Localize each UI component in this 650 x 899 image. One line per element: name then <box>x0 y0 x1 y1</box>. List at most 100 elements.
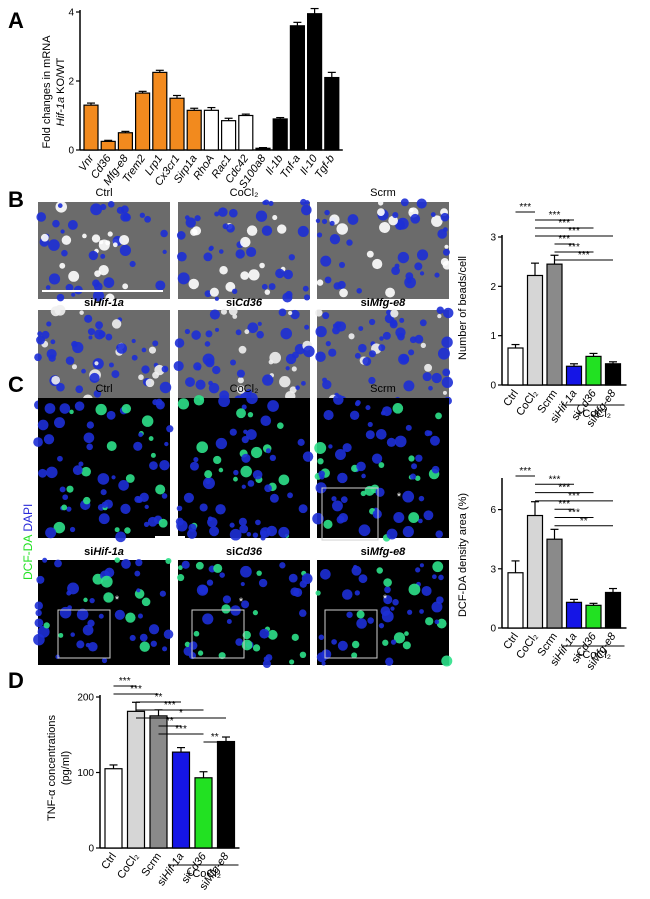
bar-4 <box>585 604 602 629</box>
cell-dot <box>162 646 168 652</box>
cell-dot <box>81 368 86 374</box>
cell-dot <box>165 557 172 564</box>
cell-dot <box>148 346 157 354</box>
cell-dot <box>88 641 98 652</box>
chart-c: 036CtrlCoCl₂ScrmsiHif-1asiCd36siMfg-e8**… <box>490 466 627 672</box>
cell-dot <box>88 250 99 261</box>
cell-dot <box>324 276 332 284</box>
y-tick-label: 2 <box>68 77 74 88</box>
cell-dot <box>198 585 208 595</box>
significance-label: *** <box>558 234 570 245</box>
significance-label: *** <box>119 676 131 687</box>
cell-dot <box>219 266 228 275</box>
cell-dot <box>299 609 307 617</box>
cell-dot <box>346 239 353 246</box>
cell-dot <box>431 215 443 227</box>
cell-dot <box>419 609 424 614</box>
micrograph-b-bottom-1 <box>173 306 315 411</box>
micrograph-c-title-top: Scrm <box>370 383 396 395</box>
cell-dot <box>139 492 149 502</box>
cell-dot <box>48 273 61 285</box>
cell-dot <box>74 401 85 411</box>
cell-dot <box>103 592 114 603</box>
cell-dot <box>441 655 453 667</box>
cell-dot <box>240 236 251 248</box>
cell-dot <box>176 231 186 240</box>
cell-dot <box>376 567 383 574</box>
cell-dot <box>218 652 226 660</box>
cell-dot <box>98 239 110 251</box>
panel-letter-b: B <box>8 187 24 212</box>
cell-dot <box>264 484 272 493</box>
significance-label: ** <box>211 732 219 743</box>
cell-dot <box>411 463 418 470</box>
cell-dot <box>384 586 391 594</box>
cell-dot <box>317 458 324 465</box>
cell-dot <box>92 290 105 302</box>
x-tick-label: Ctrl <box>99 851 119 872</box>
significance-label: *** <box>164 700 176 711</box>
cell-dot <box>107 231 113 237</box>
cell-dot <box>247 411 254 418</box>
micrograph-c-top-2 <box>312 394 449 542</box>
cell-dot <box>144 215 151 223</box>
cell-dot <box>66 485 74 493</box>
cell-dot <box>100 253 106 259</box>
cell-dot <box>56 382 65 392</box>
cell-dot <box>409 207 414 213</box>
cell-dot <box>90 203 103 216</box>
cell-dot <box>158 518 168 528</box>
cell-dot <box>420 342 426 349</box>
cell-dot <box>342 443 352 453</box>
cell-dot <box>155 484 166 495</box>
group-label: +CoCl₂ <box>576 408 611 420</box>
cell-dot <box>390 309 399 318</box>
bar-5 <box>216 740 236 849</box>
cell-dot <box>141 415 154 427</box>
cell-dot <box>107 201 115 208</box>
cell-dot <box>260 535 266 541</box>
cell-dot <box>262 374 274 386</box>
label-gene: Mfg-e8 <box>370 297 406 309</box>
bar-1 <box>126 710 146 849</box>
cell-dot <box>442 307 454 319</box>
cell-dot <box>444 244 449 249</box>
panel-letter-d: D <box>8 668 24 693</box>
bar-11 <box>272 118 288 151</box>
group-label: +CoCl₂ <box>576 649 611 661</box>
cell-dot <box>218 207 228 217</box>
cell-dot <box>423 510 434 521</box>
cell-dot <box>205 478 211 484</box>
cell-dot <box>400 198 409 207</box>
cell-dot <box>208 382 220 394</box>
cell-dot <box>150 640 157 647</box>
cell-dot <box>351 640 360 649</box>
micrograph-c-title-bottom: siMfg-e8 <box>361 546 407 558</box>
cell-dot <box>101 657 108 664</box>
cell-dot <box>247 322 259 334</box>
cell-dot <box>428 385 433 391</box>
cell-dot <box>35 609 42 617</box>
cell-dot <box>236 369 245 378</box>
cell-dot <box>149 461 158 470</box>
cell-dot <box>56 293 65 302</box>
cell-dot <box>332 326 341 335</box>
cell-dot <box>129 634 136 642</box>
cell-dot <box>181 560 190 569</box>
cell-dot <box>50 339 56 345</box>
cell-dot <box>419 563 424 568</box>
cell-dot <box>353 564 358 570</box>
cell-dot <box>116 343 128 354</box>
cell-dot <box>415 567 421 573</box>
cell-dot <box>441 336 453 348</box>
cell-dot <box>193 630 200 637</box>
cell-dot <box>354 590 360 596</box>
cell-dot <box>252 469 263 480</box>
cell-dot <box>366 250 374 258</box>
cell-dot <box>314 442 327 454</box>
cell-dot <box>163 629 174 640</box>
cell-dot <box>228 306 238 316</box>
cell-dot <box>368 350 376 358</box>
cell-dot <box>291 633 299 641</box>
